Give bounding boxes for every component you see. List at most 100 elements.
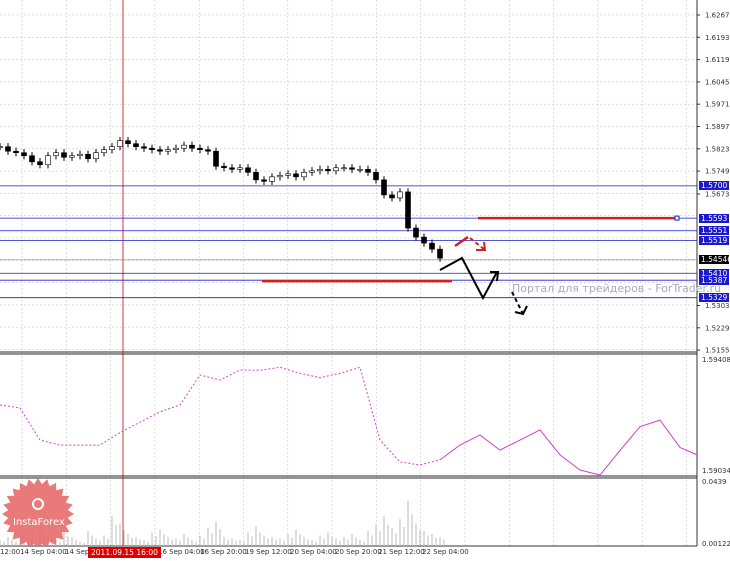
level-label: 1.5410 — [699, 268, 729, 278]
time-tick: 22 Sep 04:00 — [422, 548, 469, 556]
candle-body — [269, 176, 275, 182]
logo-text: InstaForex — [13, 517, 65, 528]
volume-tick: 0.0439 — [702, 478, 727, 486]
candle-body — [101, 149, 107, 154]
candle-body — [133, 143, 139, 147]
candle-body — [325, 168, 331, 172]
candle-body — [125, 140, 131, 144]
candle-body — [61, 152, 67, 158]
candle-body — [45, 155, 51, 166]
logo-emblem-icon — [32, 498, 44, 510]
candle-body — [189, 144, 195, 149]
candle-body — [413, 227, 419, 238]
red-arrow-path — [454, 235, 469, 248]
price-tick: 1.51550 — [705, 347, 730, 355]
candle-body — [181, 144, 187, 149]
candle-body — [205, 149, 211, 152]
time-tick: 12:00 — [0, 548, 21, 556]
candle-body — [157, 149, 163, 152]
price-tick: 1.52290 — [705, 324, 730, 332]
arrowhead-icon — [476, 241, 487, 251]
candle-body — [429, 242, 435, 250]
candle-body — [277, 175, 283, 178]
indicator-line-history — [0, 366, 441, 466]
candle-body — [93, 152, 99, 160]
time-tick: 21 Sep 12:00 — [378, 548, 425, 556]
candle-body — [0, 146, 3, 148]
price-tick: 1.56730 — [705, 191, 730, 199]
red-arrow-dashed — [469, 237, 486, 251]
current-price-label: 1.54546 — [699, 255, 730, 265]
candle-body — [373, 172, 379, 181]
candle-body — [421, 236, 427, 244]
logo-seal — [2, 478, 74, 546]
candle-body — [13, 150, 19, 154]
time-tick: 16 Sep 04:00 — [158, 548, 205, 556]
price-tick: 1.62670 — [705, 12, 730, 20]
candle-body — [29, 155, 35, 163]
candle-body — [237, 167, 243, 170]
candle-body — [309, 170, 315, 173]
level-label: 1.5551 — [699, 226, 729, 236]
candle-body — [253, 172, 259, 181]
candle-body — [341, 167, 347, 170]
forecast-path — [439, 256, 498, 301]
candle-body — [141, 146, 147, 149]
candle-body — [165, 149, 171, 152]
candle-body — [317, 168, 323, 172]
indicator-tick: 1.59034 — [702, 467, 730, 475]
price-tick: 1.60450 — [705, 78, 730, 86]
candle-body — [37, 161, 43, 166]
indicator-tick: 1.59408 — [702, 356, 730, 364]
candle-body — [53, 152, 59, 157]
candle-body — [381, 179, 387, 196]
price-tick: 1.57490 — [705, 168, 730, 176]
candle-body — [85, 153, 91, 160]
candle-body — [221, 165, 227, 169]
candle-body — [229, 167, 235, 170]
instaforex-logo — [2, 478, 74, 546]
candle-body — [261, 179, 267, 182]
cursor-time-label: 2011.09.15 16:00 — [88, 547, 161, 558]
candle-body — [5, 146, 11, 152]
candle-body — [77, 153, 83, 157]
candle-body — [69, 155, 75, 158]
candle-body — [245, 167, 251, 173]
price-tick: 1.61930 — [705, 34, 730, 42]
main-panel — [0, 0, 697, 352]
candle-body — [293, 173, 299, 178]
level-label: 1.5387 — [699, 275, 729, 285]
candle-body — [349, 167, 355, 170]
time-tick: 20 Sep 04:00 — [290, 548, 337, 556]
price-tick: 1.53030 — [705, 302, 730, 310]
candle-body — [357, 168, 363, 171]
candle-body — [405, 191, 411, 229]
candle-body — [149, 147, 155, 151]
time-tick: 19 Sep 12:00 — [245, 548, 292, 556]
candle-body — [173, 147, 179, 151]
level-label: 1.5329 — [699, 293, 729, 303]
arrowhead-icon — [514, 305, 528, 316]
level-label: 1.5700 — [699, 181, 729, 191]
line-handle — [674, 215, 680, 221]
candle-body — [397, 191, 403, 199]
candle-body — [333, 167, 339, 172]
price-tick: 1.59710 — [705, 101, 730, 109]
time-tick: 14 Sep — [65, 548, 90, 556]
candle-body — [437, 248, 443, 259]
candle-body — [197, 147, 203, 151]
time-tick: 16 Sep 20:00 — [200, 548, 247, 556]
level-label: 1.5519 — [699, 235, 729, 245]
candle-body — [213, 150, 219, 167]
candle-body — [21, 152, 27, 157]
arrowhead-icon — [490, 271, 500, 282]
level-label: 1.5593 — [699, 213, 729, 223]
indicator-line-forecast — [439, 419, 698, 476]
candle-body — [365, 168, 371, 173]
watermark: Портал для трейдеров - ForTrader.ru — [512, 282, 722, 295]
candle-body — [285, 173, 291, 176]
price-tick: 1.58970 — [705, 123, 730, 131]
price-tick: 1.58230 — [705, 145, 730, 153]
